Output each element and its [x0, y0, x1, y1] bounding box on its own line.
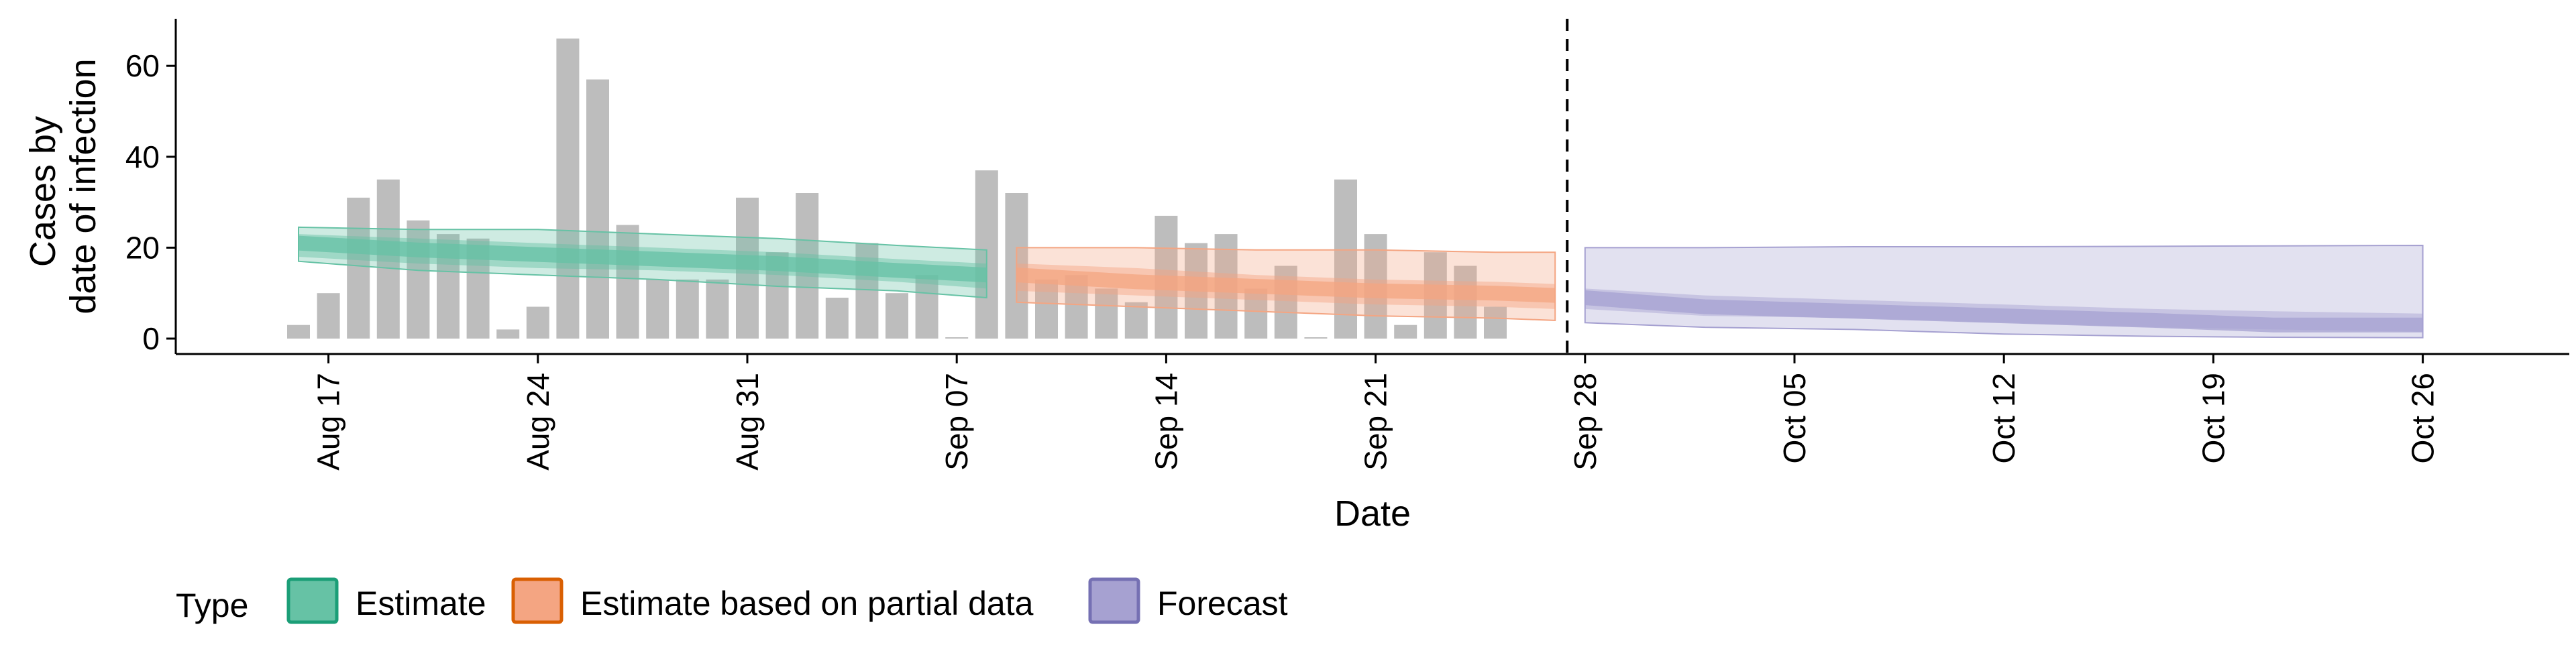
observed-case-bar — [586, 79, 609, 339]
x-tick-label: Oct 12 — [1986, 373, 2021, 464]
observed-case-bar — [945, 337, 969, 339]
x-tick-label: Oct 26 — [2406, 373, 2440, 464]
observed-case-bar — [1304, 337, 1328, 339]
observed-case-bar — [1274, 266, 1297, 339]
observed-case-bar — [855, 243, 879, 339]
x-tick-label: Sep 21 — [1358, 373, 1393, 471]
y-axis-title: Cases by date of infection — [23, 58, 103, 314]
observed-case-bar — [317, 293, 340, 339]
observed-case-bar — [706, 279, 729, 339]
y-tick-label: 0 — [142, 321, 160, 356]
observed-case-bar — [1334, 179, 1357, 339]
observed-case-bar — [347, 197, 370, 339]
x-tick-label: Aug 17 — [311, 373, 346, 471]
x-tick-label: Sep 28 — [1568, 373, 1603, 471]
observed-case-bar — [496, 329, 520, 339]
observed-case-bar — [1124, 302, 1148, 339]
observed-case-bar — [376, 179, 400, 339]
x-tick-label: Sep 07 — [939, 373, 974, 471]
bars-layer — [287, 38, 1507, 339]
observed-case-bar — [676, 279, 699, 339]
x-tick-label: Aug 24 — [521, 373, 555, 471]
y-tick-label: 20 — [125, 230, 160, 265]
observed-case-bar — [1454, 266, 1477, 339]
observed-case-bar — [646, 279, 669, 339]
observed-case-bar — [1394, 325, 1417, 339]
legend-swatch — [286, 577, 339, 624]
y-axis-title-line-2: date of infection — [63, 58, 103, 314]
observed-case-bar — [287, 325, 310, 339]
legend-title: Type — [176, 587, 248, 624]
median-line — [298, 235, 987, 283]
legend: Type Estimate Estimate based on partial d… — [176, 577, 1288, 624]
observed-case-bar — [915, 275, 938, 339]
x-tick-label: Sep 14 — [1148, 373, 1183, 471]
y-ticks: 0 20 40 60 — [125, 48, 176, 356]
legend-swatch — [511, 577, 564, 624]
legend-label: Estimate based on partial data — [580, 585, 1034, 622]
observed-case-bar — [1484, 306, 1507, 339]
x-tick-label: Aug 31 — [730, 373, 765, 471]
x-axis-title: Date — [1334, 493, 1411, 534]
legend-label: Estimate — [356, 585, 486, 622]
observed-case-bar — [616, 225, 639, 339]
ribbons-layer — [298, 226, 2424, 339]
x-tick-label: Oct 19 — [2196, 373, 2231, 464]
observed-case-bar — [825, 298, 849, 339]
observed-case-bar — [1035, 279, 1058, 339]
x-ticks: Aug 17 Aug 24 Aug 31 Sep 07 Sep 14 Sep 21 Sep … — [311, 354, 2440, 471]
y-axis-title-line-1: Cases by — [23, 116, 63, 267]
median-line — [1016, 268, 1556, 303]
x-tick-label: Oct 05 — [1777, 373, 1812, 464]
observed-case-bar — [526, 306, 549, 339]
observed-case-bar — [1244, 288, 1268, 339]
median-line — [1584, 290, 2423, 333]
observed-case-bar — [1095, 288, 1118, 339]
y-tick-label: 40 — [125, 139, 160, 174]
observed-case-bar — [407, 220, 430, 339]
observed-case-bar — [556, 38, 580, 339]
observed-case-bar — [885, 293, 908, 339]
legend-label: Forecast — [1157, 585, 1288, 622]
legend-swatch — [1088, 577, 1140, 624]
axes-layer — [174, 19, 2569, 355]
y-tick-label: 60 — [125, 48, 160, 83]
